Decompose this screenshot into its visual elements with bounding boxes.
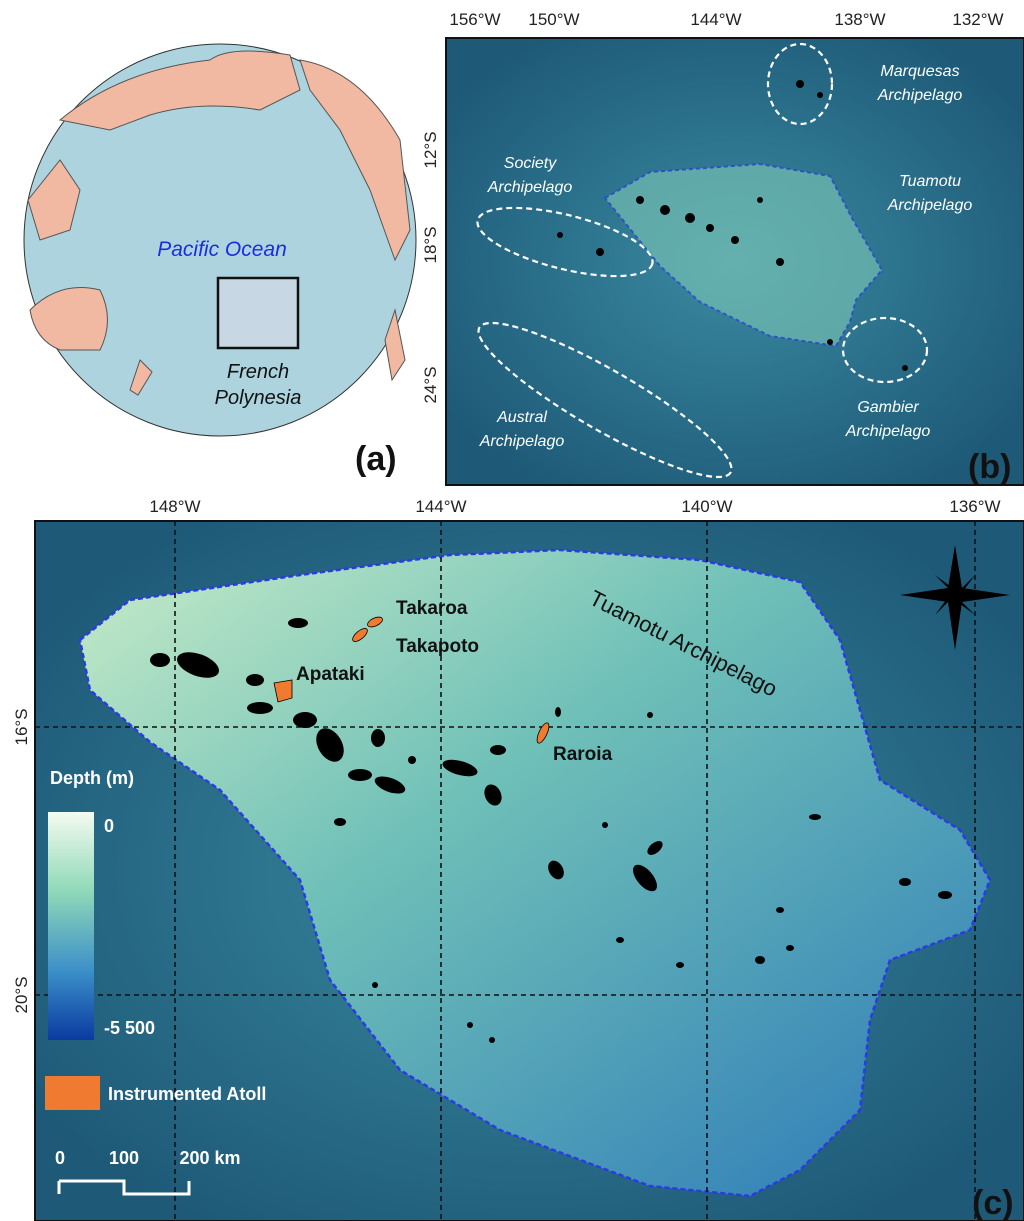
archipelago-label: Austral (496, 409, 547, 426)
lon-tick: 144°W (415, 497, 466, 516)
lat-tick: 20°S (12, 976, 31, 1013)
lon-tick: 138°W (834, 10, 885, 29)
lat-tick: 16°S (12, 708, 31, 745)
panel-label: (c) (972, 1184, 1014, 1221)
archipelago-label: Archipelago (887, 197, 973, 214)
atoll-label: Apataki (296, 664, 365, 685)
panel-a: Pacific Ocean French Polynesia (a) (24, 44, 416, 478)
figure: Pacific Ocean French Polynesia (a) 156°W… (0, 0, 1024, 1221)
scale-label: 100 (109, 1148, 139, 1168)
lat-tick: 24°S (421, 366, 440, 403)
archipelago-label: Archipelago (877, 87, 963, 104)
archipelago-label: Archipelago (487, 179, 573, 196)
panel-c: 148°W 144°W 140°W 136°W 16°S 20°S Tuamot… (12, 497, 1024, 1221)
archipelago-label: Society (504, 155, 557, 172)
colorbar-label: -5 500 (104, 1018, 155, 1038)
region-label: Polynesia (215, 387, 302, 409)
scale-label: 0 (55, 1148, 65, 1168)
archipelago-label: Archipelago (479, 433, 565, 450)
lon-tick: 144°W (690, 10, 741, 29)
atoll-label: Takaroa (396, 598, 468, 619)
archipelago-label: Gambier (857, 399, 919, 416)
archipelago-label: Marquesas (880, 63, 959, 80)
archipelago-label: Tuamotu (899, 173, 961, 190)
scale-label: 200 km (179, 1148, 240, 1168)
region-box (218, 278, 298, 348)
panel-b: 156°W 150°W 144°W 138°W 132°W 12°S 18°S … (421, 10, 1024, 498)
lon-tick: 132°W (952, 10, 1003, 29)
panel-label: (a) (355, 440, 397, 478)
lat-tick: 18°S (421, 226, 440, 263)
region-label: French (227, 361, 289, 383)
atoll-label: Raroia (553, 744, 613, 765)
legend-label: Instrumented Atoll (108, 1084, 266, 1104)
colorbar-label: 0 (104, 816, 114, 836)
archipelago-label: Archipelago (845, 423, 931, 440)
lat-tick: 12°S (421, 131, 440, 168)
ocean-label: Pacific Ocean (157, 238, 287, 261)
legend-title: Depth (m) (50, 768, 134, 788)
lon-tick: 156°W (449, 10, 500, 29)
legend-swatch (45, 1076, 100, 1110)
lon-tick: 150°W (528, 10, 579, 29)
depth-colorbar (48, 812, 94, 1040)
panel-label: (b) (968, 448, 1011, 486)
lon-tick: 148°W (149, 497, 200, 516)
atoll-label: Takapoto (396, 636, 479, 657)
lon-tick: 136°W (949, 497, 1000, 516)
lon-tick: 140°W (681, 497, 732, 516)
